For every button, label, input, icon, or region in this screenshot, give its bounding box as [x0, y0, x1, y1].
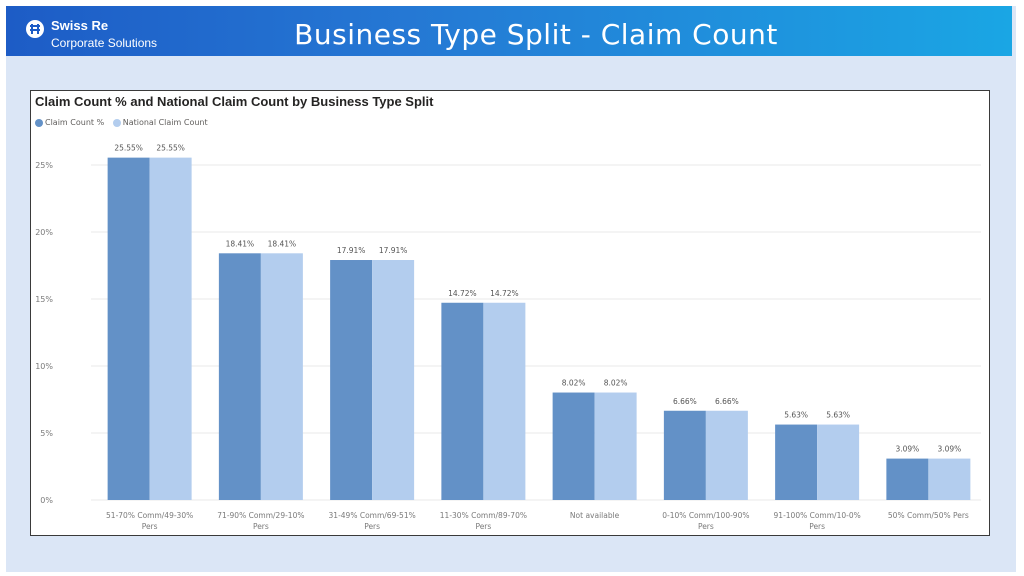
x-tick-label: 11-30% Comm/89-70%	[440, 511, 527, 520]
x-tick-label: 71-90% Comm/29-10%	[217, 511, 304, 520]
bar-claim-count-pct	[775, 424, 818, 500]
y-tick-label: 20%	[35, 228, 53, 237]
data-label: 3.09%	[937, 445, 961, 454]
bar-claim-count-pct	[886, 458, 929, 500]
data-label: 18.41%	[226, 239, 255, 248]
data-label: 8.02%	[562, 379, 586, 388]
page-title: Business Type Split - Claim Count	[294, 18, 778, 51]
data-label: 5.63%	[826, 411, 850, 420]
logo-subtitle: Corporate Solutions	[51, 36, 158, 50]
bar-claim-count-pct	[552, 392, 595, 500]
x-tick-label: Pers	[364, 522, 380, 531]
bar-national-claim-count	[372, 260, 415, 500]
chart-title: Claim Count % and National Claim Count b…	[35, 94, 434, 109]
bar-claim-count-pct	[330, 260, 373, 500]
y-tick-label: 25%	[35, 161, 53, 170]
bar-claim-count-pct	[107, 157, 150, 500]
x-tick-label: 31-49% Comm/69-51%	[329, 511, 416, 520]
x-tick-label: Pers	[698, 522, 714, 531]
bar-national-claim-count	[149, 157, 192, 500]
legend-label: Claim Count %	[45, 118, 105, 127]
legend-item-national-claim-count[interactable]: National Claim Count	[112, 118, 208, 127]
legend-label: National Claim Count	[122, 118, 208, 127]
legend-item-claim-count-pct[interactable]: Claim Count %	[35, 118, 104, 127]
x-tick-label: 51-70% Comm/49-30%	[106, 511, 193, 520]
bar-claim-count-pct	[441, 302, 484, 500]
data-label: 5.63%	[784, 411, 808, 420]
legend-dot-icon	[35, 118, 43, 127]
data-label: 8.02%	[604, 379, 628, 388]
y-tick-label: 0%	[40, 496, 53, 505]
company-logo: Swiss Re Corporate Solutions	[26, 18, 196, 54]
y-tick-label: 15%	[35, 295, 53, 304]
x-tick-label: 0-10% Comm/100-90%	[662, 511, 749, 520]
legend-dot-icon	[112, 118, 121, 127]
chart-panel[interactable]: 0% 5% 10% 15% 20% 25% 25.55% 25.55% 51-70% Comm/…	[30, 90, 990, 536]
data-label: 14.72%	[448, 289, 477, 298]
x-tick-label: Pers	[142, 522, 158, 531]
data-label: 3.09%	[895, 445, 919, 454]
data-label: 6.66%	[715, 397, 739, 406]
x-tick-label: Not available	[570, 511, 620, 520]
bar-claim-count-pct	[663, 410, 706, 500]
data-label: 17.91%	[379, 246, 408, 255]
swiss-cross-icon	[26, 20, 44, 38]
data-label: 25.55%	[156, 144, 185, 153]
data-label: 14.72%	[490, 289, 519, 298]
data-label: 17.91%	[337, 246, 366, 255]
logo-name: Swiss Re	[51, 18, 109, 33]
x-tick-label: Pers	[475, 522, 491, 531]
data-label: 6.66%	[673, 397, 697, 406]
x-tick-label: 91-100% Comm/10-0%	[774, 511, 861, 520]
x-tick-label: 50% Comm/50% Pers	[888, 511, 969, 520]
data-label: 18.41%	[268, 239, 297, 248]
y-tick-label: 5%	[40, 429, 53, 438]
bar-national-claim-count	[928, 458, 971, 500]
bar-national-claim-count	[260, 253, 303, 500]
y-tick-label: 10%	[35, 362, 53, 371]
bar-claim-count-pct	[218, 253, 261, 500]
page-header: Swiss Re Corporate Solutions Business Ty…	[6, 6, 1012, 56]
chart-legend: Claim Count % National Claim Count	[35, 118, 214, 130]
bar-national-claim-count	[705, 410, 748, 500]
x-tick-label: Pers	[809, 522, 825, 531]
bar-chart: 0% 5% 10% 15% 20% 25% 25.55% 25.55% 51-70% Comm/…	[35, 144, 981, 531]
bar-national-claim-count	[817, 424, 860, 500]
bar-national-claim-count	[594, 392, 637, 500]
bar-national-claim-count	[483, 302, 526, 500]
data-label: 25.55%	[114, 144, 143, 153]
x-tick-label: Pers	[253, 522, 269, 531]
